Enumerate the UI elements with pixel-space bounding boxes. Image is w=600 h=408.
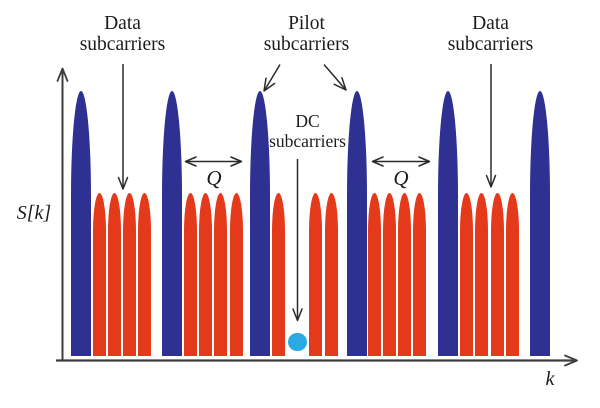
q-spacing-label-right: Q bbox=[393, 166, 409, 190]
pilot-subcarrier-bar bbox=[438, 91, 458, 356]
data-subcarrier-bar bbox=[184, 193, 197, 356]
y-axis-label: S[k] bbox=[16, 202, 52, 224]
pilot-subcarrier-bar bbox=[162, 91, 182, 356]
data-subcarriers-label-right: Data subcarriers bbox=[447, 13, 534, 55]
data-subcarrier-bar bbox=[138, 193, 151, 356]
data-subcarrier-bar bbox=[199, 193, 212, 356]
q-spacing-label-left: Q bbox=[206, 166, 222, 190]
pilot-subcarrier-bar bbox=[250, 91, 270, 356]
data-subcarrier-bar bbox=[214, 193, 227, 356]
data-subcarrier-bar bbox=[459, 193, 473, 356]
pilot-subcarrier-bar bbox=[346, 91, 367, 356]
dc-subcarrier-dot bbox=[288, 332, 307, 352]
dc-subcarriers-label: DC subcarriers bbox=[269, 111, 346, 151]
data-subcarriers-label-left: Data subcarriers bbox=[79, 13, 166, 55]
data-subcarrier-bar bbox=[272, 193, 285, 356]
data-subcarrier-bar bbox=[490, 193, 504, 356]
data-subcarrier-bar bbox=[475, 193, 488, 356]
data-subcarrier-bar bbox=[123, 193, 136, 356]
data-subcarrier-bar bbox=[92, 193, 106, 356]
pilot-subcarriers-label: Pilot subcarriers bbox=[263, 13, 350, 55]
data-subcarrier-bar bbox=[308, 193, 322, 356]
data-subcarrier-bar bbox=[398, 193, 411, 356]
data-subcarrier-bar bbox=[383, 193, 396, 356]
pilot-subcarrier-bar bbox=[71, 91, 91, 356]
data-subcarrier-bar bbox=[325, 193, 338, 356]
data-subcarrier-bar bbox=[108, 193, 121, 356]
pilot-subcarrier-bar bbox=[529, 91, 550, 356]
x-axis-label: k bbox=[545, 368, 555, 390]
data-subcarrier-bar bbox=[505, 193, 519, 356]
data-subcarrier-bar bbox=[229, 193, 243, 356]
data-subcarrier-bar bbox=[368, 193, 381, 356]
data-subcarrier-bar bbox=[413, 193, 426, 356]
